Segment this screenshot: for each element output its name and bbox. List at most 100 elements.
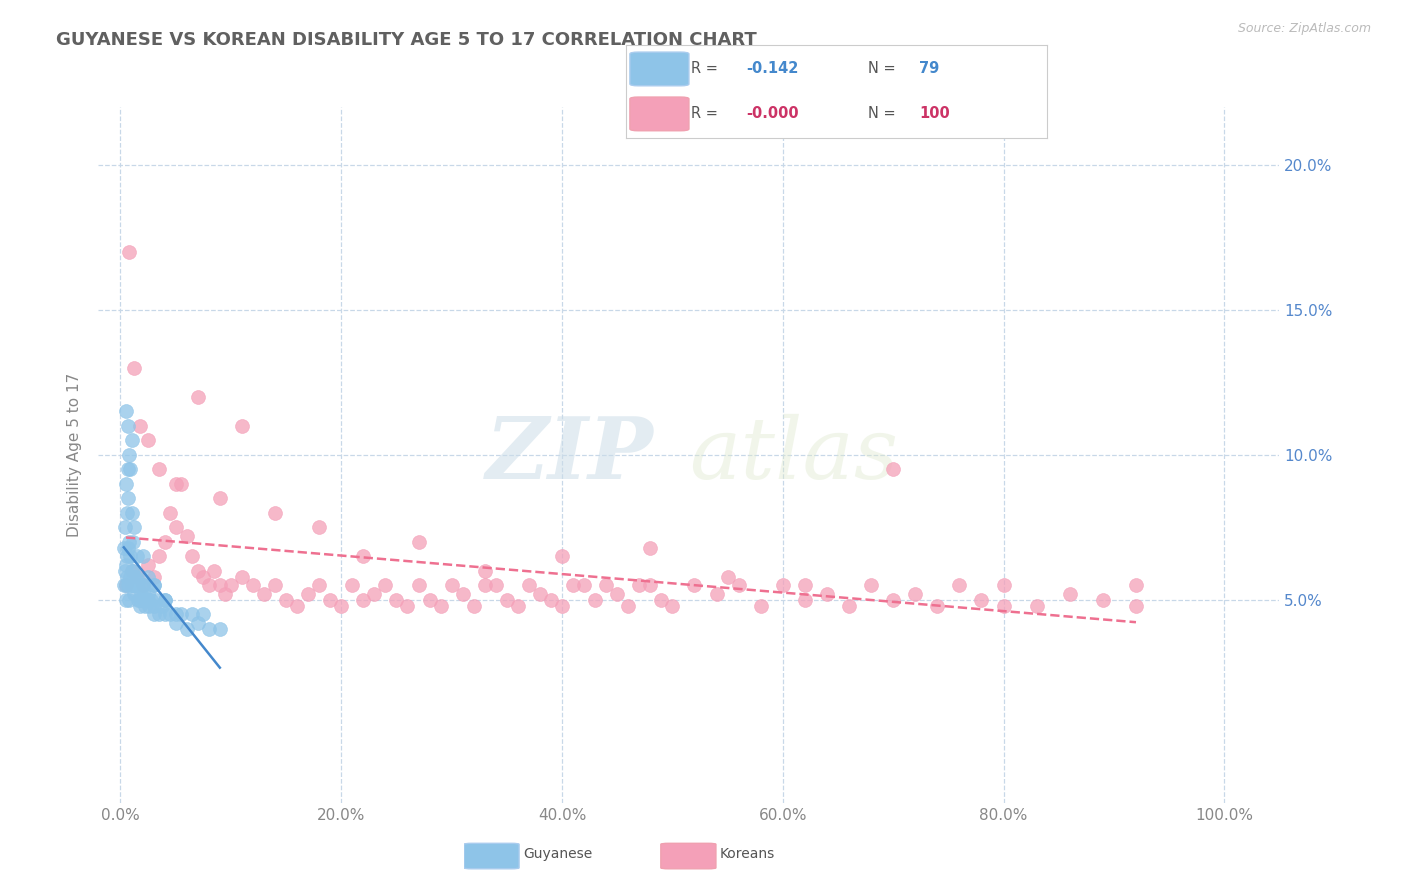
Point [595, 578, 617, 592]
Text: -0.000: -0.000 [745, 106, 799, 121]
Point [115, 592, 138, 607]
Point [114, 520, 136, 534]
Point [142, 570, 165, 584]
Point [131, 578, 153, 592]
Point [540, 592, 562, 607]
Point [342, 578, 364, 592]
Text: Source: ZipAtlas.com: Source: ZipAtlas.com [1237, 22, 1371, 36]
Point [153, 592, 176, 607]
Point [551, 599, 574, 613]
Point [749, 599, 772, 613]
Point [419, 592, 441, 607]
Point [112, 541, 135, 555]
Point [159, 506, 181, 520]
Point [125, 570, 148, 584]
Point [121, 434, 143, 448]
Point [121, 564, 143, 578]
Point [474, 564, 496, 578]
Point [121, 570, 143, 584]
Point [214, 587, 236, 601]
Point [374, 578, 396, 592]
Point [451, 587, 474, 601]
Point [882, 462, 904, 476]
Point [122, 587, 145, 601]
Point [170, 476, 193, 491]
Point [617, 599, 640, 613]
Point [838, 599, 860, 613]
Point [363, 587, 385, 601]
Point [121, 578, 143, 592]
Point [650, 592, 672, 607]
Point [153, 607, 176, 622]
Point [117, 578, 139, 592]
Point [181, 549, 204, 564]
Point [118, 534, 141, 549]
Point [187, 564, 209, 578]
Text: N =: N = [868, 106, 900, 121]
Point [727, 578, 749, 592]
Point [440, 578, 463, 592]
Point [1125, 599, 1147, 613]
Point [948, 578, 970, 592]
Point [793, 592, 815, 607]
Point [970, 592, 993, 607]
Point [152, 599, 174, 613]
Point [274, 592, 297, 607]
Point [231, 419, 253, 434]
Point [115, 570, 138, 584]
Point [330, 599, 353, 613]
Point [118, 592, 141, 607]
Point [136, 587, 159, 601]
Point [121, 534, 143, 549]
Point [264, 506, 287, 520]
Point [120, 549, 142, 564]
Point [640, 578, 662, 592]
Point [253, 587, 276, 601]
Point [122, 578, 145, 592]
Point [683, 578, 706, 592]
Text: 79: 79 [920, 62, 939, 77]
Point [121, 506, 143, 520]
Point [165, 607, 187, 622]
Point [181, 607, 204, 622]
Point [396, 599, 419, 613]
Point [285, 599, 308, 613]
Point [860, 578, 883, 592]
Point [187, 390, 209, 404]
Point [264, 578, 287, 592]
Point [661, 599, 683, 613]
Point [352, 592, 374, 607]
Point [606, 587, 628, 601]
Point [124, 570, 146, 584]
Point [125, 578, 148, 592]
Point [115, 506, 138, 520]
Point [572, 578, 595, 592]
Point [134, 599, 156, 613]
Point [117, 491, 139, 506]
Point [141, 592, 163, 607]
FancyBboxPatch shape [661, 843, 716, 869]
Point [193, 607, 215, 622]
Point [882, 592, 904, 607]
Point [517, 578, 540, 592]
Point [135, 592, 157, 607]
Point [136, 558, 159, 573]
Point [793, 578, 815, 592]
Point [583, 592, 606, 607]
Point [529, 587, 551, 601]
Point [129, 419, 152, 434]
Point [165, 520, 187, 534]
Point [1059, 587, 1081, 601]
Point [165, 615, 187, 630]
Point [506, 599, 529, 613]
Point [308, 520, 330, 534]
Point [131, 578, 153, 592]
Point [904, 587, 927, 601]
Point [115, 549, 138, 564]
Point [495, 592, 517, 607]
Point [132, 587, 155, 601]
Point [115, 558, 138, 573]
Point [1025, 599, 1047, 613]
Point [927, 599, 949, 613]
Point [136, 570, 159, 584]
